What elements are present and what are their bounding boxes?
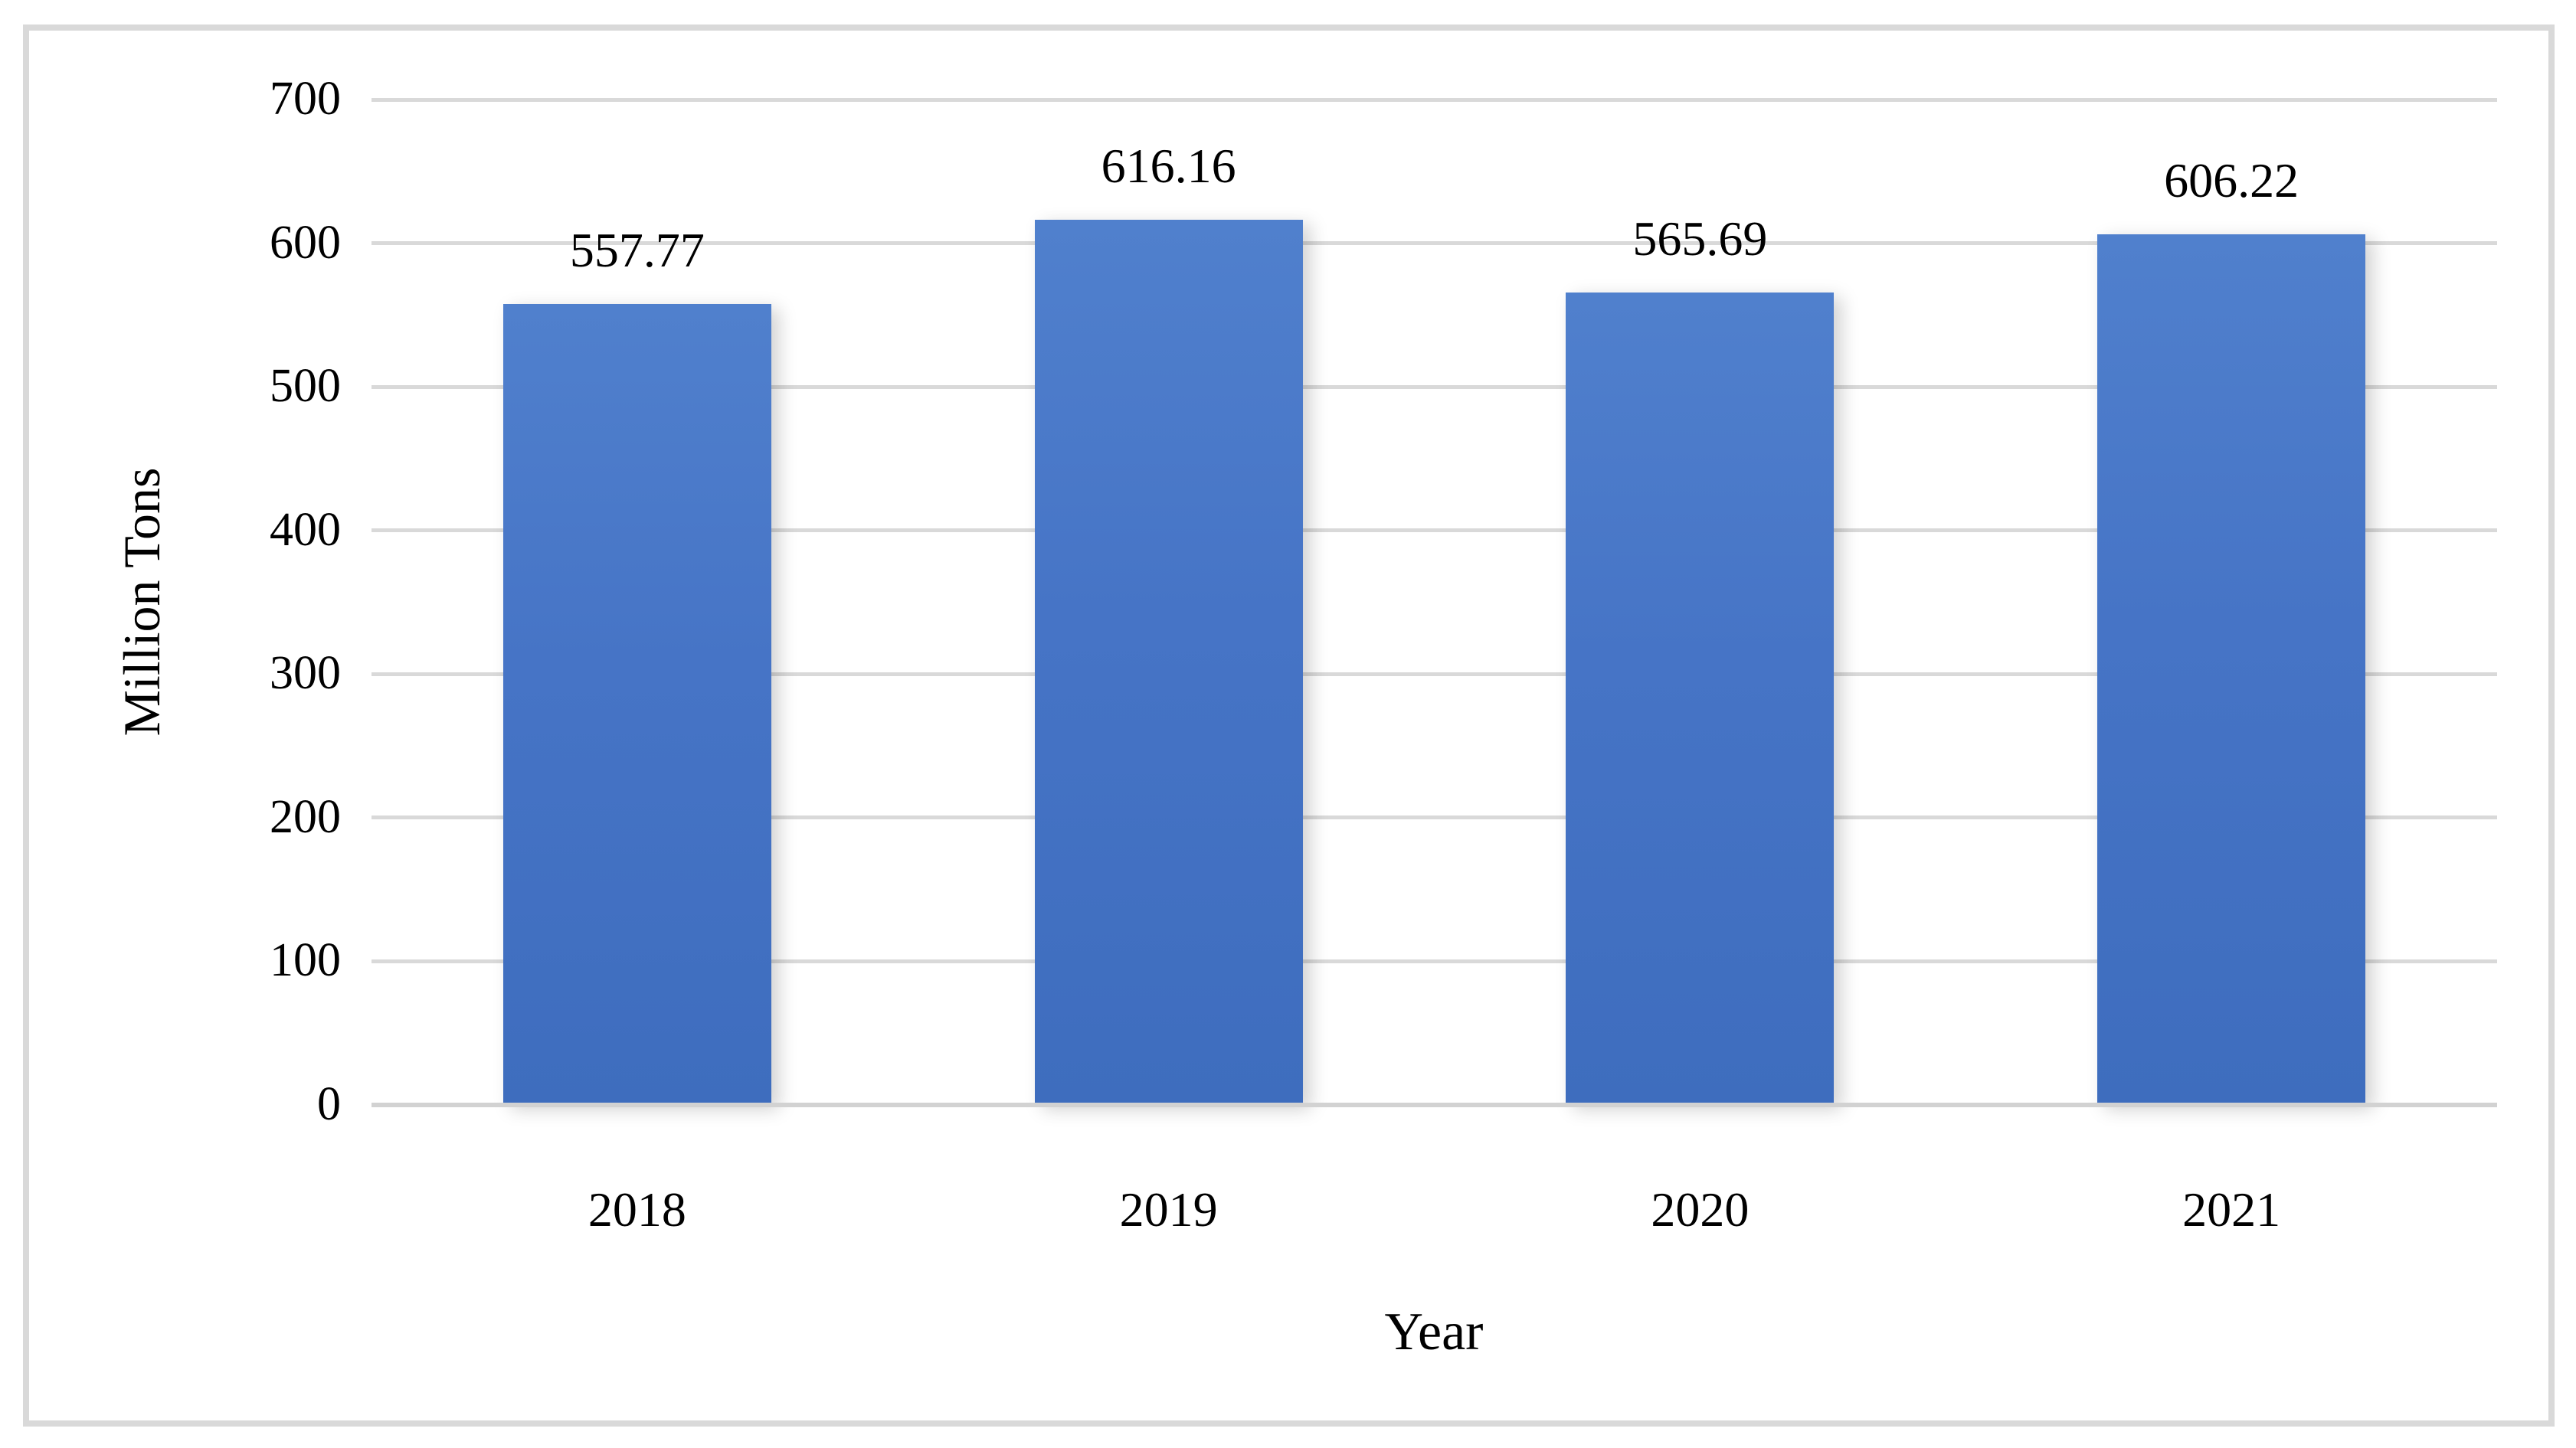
bar-value-label-2021: 606.22 bbox=[2164, 152, 2299, 208]
gridline-700 bbox=[372, 97, 2497, 102]
x-tick-label-2020: 2020 bbox=[1651, 1182, 1750, 1237]
y-tick-label-200: 200 bbox=[270, 790, 341, 843]
bar-2018 bbox=[502, 303, 771, 1105]
bar-slot-2018: 557.77 bbox=[372, 100, 903, 1105]
bar-2019 bbox=[1034, 220, 1303, 1105]
gridline-100 bbox=[372, 959, 2497, 963]
x-axis-line bbox=[372, 1103, 2497, 1107]
x-tick-label-2019: 2019 bbox=[1119, 1182, 1218, 1237]
gridline-600 bbox=[372, 241, 2497, 246]
gridline-400 bbox=[372, 528, 2497, 533]
y-tick-label-500: 500 bbox=[270, 359, 341, 412]
y-tick-label-700: 700 bbox=[270, 72, 341, 125]
bars-row: 557.77 616.16 565.69 606.22 bbox=[372, 100, 2497, 1105]
bar-value-label-2020: 565.69 bbox=[1632, 211, 1768, 266]
y-tick-label-100: 100 bbox=[270, 934, 341, 987]
x-axis-tick-labels: 2018 2019 2020 2021 bbox=[372, 1185, 2497, 1234]
bar-value-label-2018: 557.77 bbox=[569, 222, 705, 277]
y-tick-label-600: 600 bbox=[270, 216, 341, 269]
bar-slot-2021: 606.22 bbox=[1966, 100, 2497, 1105]
gridline-500 bbox=[372, 384, 2497, 389]
y-axis-tick-labels: 0 100 200 300 400 500 600 700 bbox=[23, 75, 341, 1128]
bar-slot-2020: 565.69 bbox=[1435, 100, 1966, 1105]
x-tick-label-2021: 2021 bbox=[2182, 1182, 2281, 1237]
gridline-200 bbox=[372, 816, 2497, 820]
bar-2021 bbox=[2097, 234, 2366, 1105]
gridline-300 bbox=[372, 672, 2497, 676]
bar-2020 bbox=[1566, 292, 1835, 1105]
bar-slot-2019: 616.16 bbox=[903, 100, 1435, 1105]
y-tick-label-300: 300 bbox=[270, 647, 341, 700]
y-tick-label-0: 0 bbox=[317, 1077, 341, 1130]
bar-value-label-2019: 616.16 bbox=[1101, 139, 1236, 194]
y-tick-label-400: 400 bbox=[270, 503, 341, 556]
x-tick-label-2018: 2018 bbox=[588, 1182, 686, 1237]
plot-area: 557.77 616.16 565.69 606.22 bbox=[372, 97, 2497, 1107]
x-axis-title: Year bbox=[1384, 1303, 1484, 1361]
